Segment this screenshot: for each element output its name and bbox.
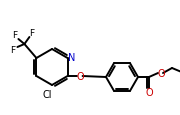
Text: F: F <box>10 46 15 55</box>
Text: O: O <box>145 87 153 97</box>
Text: O: O <box>157 68 165 78</box>
Text: F: F <box>29 29 34 38</box>
Text: F: F <box>12 31 17 40</box>
Text: O: O <box>77 71 84 81</box>
Text: N: N <box>68 53 75 62</box>
Text: Cl: Cl <box>42 89 52 99</box>
